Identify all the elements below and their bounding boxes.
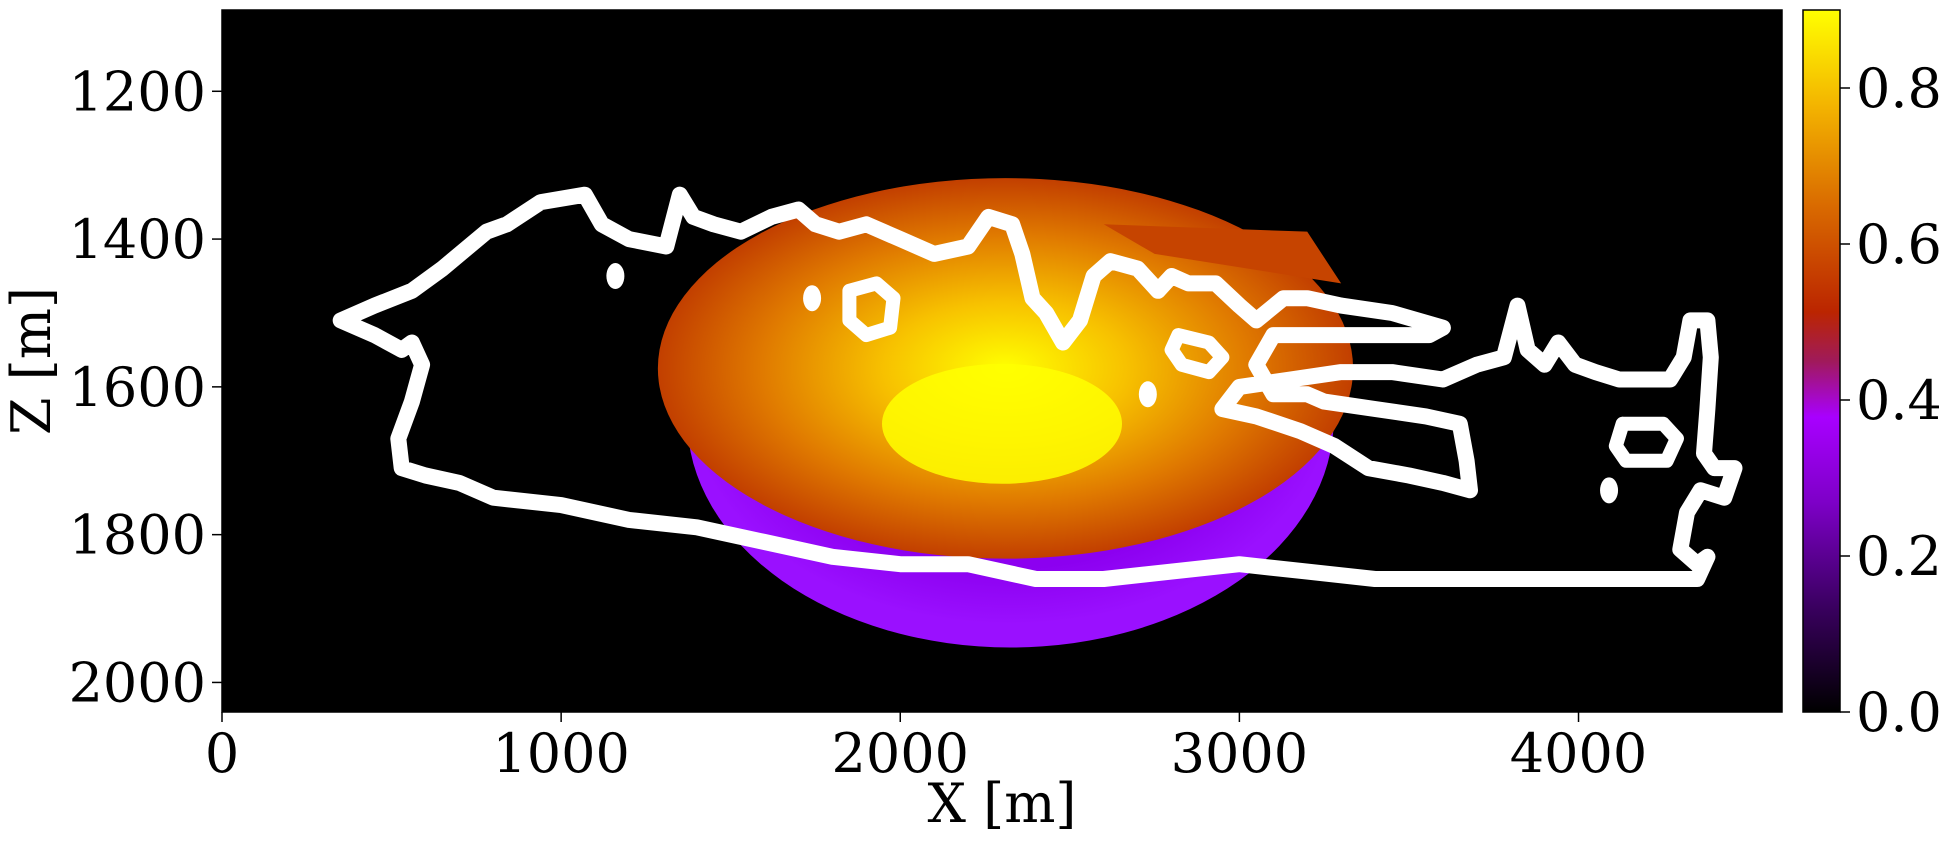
- colorbar-tick-label: 0.8: [1856, 57, 1939, 120]
- plot-frame: [221, 9, 1783, 713]
- x-axis-label: X [m]: [928, 772, 1077, 835]
- x-tick-label: 4000: [1510, 722, 1647, 785]
- colorbar-tick-label: 0.4: [1856, 369, 1939, 432]
- contour-island: [842, 276, 901, 343]
- contour-dot: [1600, 477, 1619, 504]
- colorbar: [1802, 9, 1841, 713]
- x-tick-label: 2000: [832, 722, 969, 785]
- contour-island: [1608, 416, 1684, 468]
- y-axis-ticks: 1200 1400 1600 1800 2000: [69, 60, 222, 714]
- plume-top-patch: [1103, 224, 1342, 284]
- colorbar-tick-label: 0.0: [1856, 681, 1939, 744]
- plume-peak: [882, 363, 1122, 484]
- contour-dot: [1138, 381, 1157, 408]
- y-tick-label: 1600: [69, 356, 206, 419]
- contour-island: [1164, 328, 1230, 380]
- y-tick-label: 1800: [69, 504, 206, 567]
- y-tick-label: 2000: [69, 651, 206, 714]
- y-tick-label: 1200: [69, 60, 206, 123]
- colorbar-ticks: 0.0 0.2 0.4 0.6 0.8: [1840, 57, 1939, 744]
- y-axis-label: Z [m]: [0, 287, 63, 435]
- x-tick-label: 0: [205, 722, 239, 785]
- y-tick-label: 1400: [69, 208, 206, 271]
- contour-dot: [606, 263, 625, 290]
- x-tick-label: 3000: [1171, 722, 1308, 785]
- contour-lines: [332, 186, 1743, 587]
- colorbar-tick-label: 0.6: [1856, 213, 1939, 276]
- contour-outline: [332, 186, 1743, 587]
- x-axis-ticks: 0 1000 2000 3000 4000: [205, 712, 1647, 785]
- colorbar-tick-label: 0.2: [1856, 525, 1939, 588]
- contour-dot: [803, 285, 822, 312]
- x-tick-label: 1000: [492, 722, 629, 785]
